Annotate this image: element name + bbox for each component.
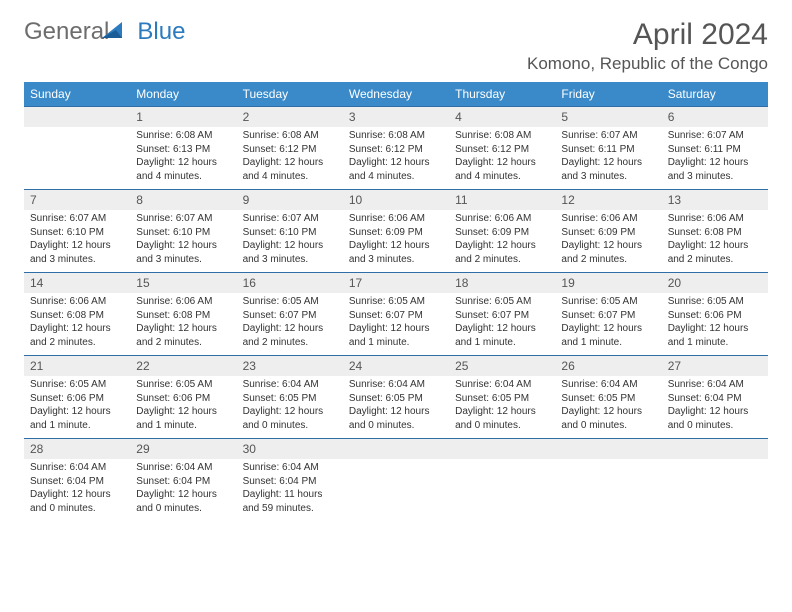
weekday-header: Wednesday bbox=[343, 82, 449, 107]
day-detail-cell: Sunrise: 6:04 AMSunset: 6:04 PMDaylight:… bbox=[237, 459, 343, 521]
day-details-row: Sunrise: 6:05 AMSunset: 6:06 PMDaylight:… bbox=[24, 376, 768, 439]
day-detail-cell: Sunrise: 6:08 AMSunset: 6:12 PMDaylight:… bbox=[449, 127, 555, 190]
day-detail-cell bbox=[555, 459, 661, 521]
day-detail-cell: Sunrise: 6:08 AMSunset: 6:12 PMDaylight:… bbox=[343, 127, 449, 190]
day-number-cell: 26 bbox=[555, 356, 661, 377]
day-detail-cell: Sunrise: 6:05 AMSunset: 6:07 PMDaylight:… bbox=[449, 293, 555, 356]
day-detail-cell bbox=[343, 459, 449, 521]
day-number-row: 21222324252627 bbox=[24, 356, 768, 377]
day-number-cell bbox=[449, 439, 555, 460]
title-block: April 2024 Komono, Republic of the Congo bbox=[527, 18, 768, 74]
day-number-cell: 1 bbox=[130, 107, 236, 128]
logo-text-2: Blue bbox=[137, 18, 185, 46]
day-number-cell: 11 bbox=[449, 190, 555, 211]
day-number-cell: 25 bbox=[449, 356, 555, 377]
day-detail-cell: Sunrise: 6:05 AMSunset: 6:07 PMDaylight:… bbox=[343, 293, 449, 356]
weekday-header: Saturday bbox=[662, 82, 768, 107]
day-detail-cell: Sunrise: 6:04 AMSunset: 6:05 PMDaylight:… bbox=[555, 376, 661, 439]
day-number-row: 123456 bbox=[24, 107, 768, 128]
day-number-cell: 27 bbox=[662, 356, 768, 377]
day-details-row: Sunrise: 6:04 AMSunset: 6:04 PMDaylight:… bbox=[24, 459, 768, 521]
day-number-cell: 2 bbox=[237, 107, 343, 128]
day-detail-cell: Sunrise: 6:04 AMSunset: 6:05 PMDaylight:… bbox=[449, 376, 555, 439]
weekday-header-row: Sunday Monday Tuesday Wednesday Thursday… bbox=[24, 82, 768, 107]
day-number-cell: 30 bbox=[237, 439, 343, 460]
logo-triangle-icon bbox=[102, 22, 126, 40]
day-detail-cell bbox=[449, 459, 555, 521]
day-detail-cell: Sunrise: 6:05 AMSunset: 6:06 PMDaylight:… bbox=[24, 376, 130, 439]
day-number-cell: 3 bbox=[343, 107, 449, 128]
day-number-cell: 13 bbox=[662, 190, 768, 211]
day-number-cell bbox=[24, 107, 130, 128]
day-number-cell: 20 bbox=[662, 273, 768, 294]
day-detail-cell: Sunrise: 6:04 AMSunset: 6:04 PMDaylight:… bbox=[130, 459, 236, 521]
day-number-cell: 19 bbox=[555, 273, 661, 294]
day-number-cell: 7 bbox=[24, 190, 130, 211]
day-number-cell: 16 bbox=[237, 273, 343, 294]
day-detail-cell bbox=[662, 459, 768, 521]
day-number-cell: 15 bbox=[130, 273, 236, 294]
weekday-header: Monday bbox=[130, 82, 236, 107]
day-number-cell: 10 bbox=[343, 190, 449, 211]
day-number-cell: 4 bbox=[449, 107, 555, 128]
day-number-cell: 12 bbox=[555, 190, 661, 211]
day-detail-cell: Sunrise: 6:05 AMSunset: 6:06 PMDaylight:… bbox=[662, 293, 768, 356]
day-number-row: 78910111213 bbox=[24, 190, 768, 211]
day-number-cell: 17 bbox=[343, 273, 449, 294]
day-detail-cell: Sunrise: 6:07 AMSunset: 6:10 PMDaylight:… bbox=[130, 210, 236, 273]
day-number-cell: 22 bbox=[130, 356, 236, 377]
day-detail-cell: Sunrise: 6:06 AMSunset: 6:09 PMDaylight:… bbox=[555, 210, 661, 273]
day-number-cell: 5 bbox=[555, 107, 661, 128]
day-number-cell: 8 bbox=[130, 190, 236, 211]
day-detail-cell: Sunrise: 6:06 AMSunset: 6:09 PMDaylight:… bbox=[449, 210, 555, 273]
day-details-row: Sunrise: 6:06 AMSunset: 6:08 PMDaylight:… bbox=[24, 293, 768, 356]
weekday-header: Thursday bbox=[449, 82, 555, 107]
day-detail-cell: Sunrise: 6:05 AMSunset: 6:06 PMDaylight:… bbox=[130, 376, 236, 439]
logo: General Blue bbox=[24, 18, 185, 46]
day-number-cell: 18 bbox=[449, 273, 555, 294]
day-detail-cell: Sunrise: 6:04 AMSunset: 6:05 PMDaylight:… bbox=[343, 376, 449, 439]
day-detail-cell: Sunrise: 6:07 AMSunset: 6:11 PMDaylight:… bbox=[555, 127, 661, 190]
day-detail-cell: Sunrise: 6:08 AMSunset: 6:13 PMDaylight:… bbox=[130, 127, 236, 190]
day-number-cell: 23 bbox=[237, 356, 343, 377]
day-detail-cell: Sunrise: 6:07 AMSunset: 6:11 PMDaylight:… bbox=[662, 127, 768, 190]
day-detail-cell: Sunrise: 6:04 AMSunset: 6:04 PMDaylight:… bbox=[662, 376, 768, 439]
day-detail-cell: Sunrise: 6:07 AMSunset: 6:10 PMDaylight:… bbox=[237, 210, 343, 273]
weekday-header: Friday bbox=[555, 82, 661, 107]
day-number-cell: 28 bbox=[24, 439, 130, 460]
day-detail-cell: Sunrise: 6:07 AMSunset: 6:10 PMDaylight:… bbox=[24, 210, 130, 273]
day-number-cell: 29 bbox=[130, 439, 236, 460]
day-number-cell bbox=[662, 439, 768, 460]
day-number-cell bbox=[555, 439, 661, 460]
day-detail-cell: Sunrise: 6:06 AMSunset: 6:09 PMDaylight:… bbox=[343, 210, 449, 273]
day-number-row: 282930 bbox=[24, 439, 768, 460]
day-number-cell: 14 bbox=[24, 273, 130, 294]
day-number-cell bbox=[343, 439, 449, 460]
day-number-cell: 9 bbox=[237, 190, 343, 211]
logo-text-1: General bbox=[24, 18, 109, 46]
day-detail-cell: Sunrise: 6:05 AMSunset: 6:07 PMDaylight:… bbox=[237, 293, 343, 356]
day-number-cell: 6 bbox=[662, 107, 768, 128]
day-detail-cell: Sunrise: 6:05 AMSunset: 6:07 PMDaylight:… bbox=[555, 293, 661, 356]
day-detail-cell: Sunrise: 6:08 AMSunset: 6:12 PMDaylight:… bbox=[237, 127, 343, 190]
calendar-table: Sunday Monday Tuesday Wednesday Thursday… bbox=[24, 82, 768, 521]
day-number-cell: 21 bbox=[24, 356, 130, 377]
day-details-row: Sunrise: 6:07 AMSunset: 6:10 PMDaylight:… bbox=[24, 210, 768, 273]
header: General Blue April 2024 Komono, Republic… bbox=[24, 18, 768, 74]
page-title: April 2024 bbox=[527, 18, 768, 52]
weekday-header: Tuesday bbox=[237, 82, 343, 107]
day-number-row: 14151617181920 bbox=[24, 273, 768, 294]
weekday-header: Sunday bbox=[24, 82, 130, 107]
day-detail-cell: Sunrise: 6:04 AMSunset: 6:04 PMDaylight:… bbox=[24, 459, 130, 521]
day-details-row: Sunrise: 6:08 AMSunset: 6:13 PMDaylight:… bbox=[24, 127, 768, 190]
day-detail-cell: Sunrise: 6:04 AMSunset: 6:05 PMDaylight:… bbox=[237, 376, 343, 439]
day-detail-cell: Sunrise: 6:06 AMSunset: 6:08 PMDaylight:… bbox=[130, 293, 236, 356]
day-detail-cell bbox=[24, 127, 130, 190]
location-text: Komono, Republic of the Congo bbox=[527, 54, 768, 74]
day-detail-cell: Sunrise: 6:06 AMSunset: 6:08 PMDaylight:… bbox=[24, 293, 130, 356]
day-number-cell: 24 bbox=[343, 356, 449, 377]
day-detail-cell: Sunrise: 6:06 AMSunset: 6:08 PMDaylight:… bbox=[662, 210, 768, 273]
